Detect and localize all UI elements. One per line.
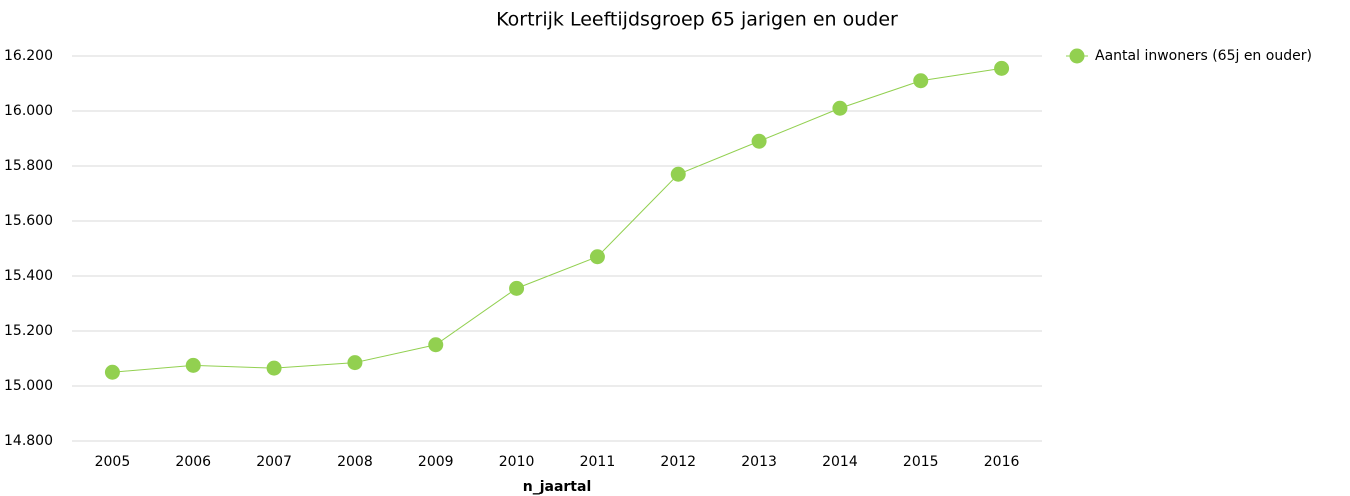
y-tick-label: 15.200 bbox=[4, 323, 53, 339]
data-point bbox=[589, 249, 605, 265]
data-point bbox=[913, 73, 929, 89]
legend-label: Aantal inwoners (65j en ouder) bbox=[1095, 48, 1312, 64]
data-point bbox=[266, 360, 282, 376]
x-tick-label: 2016 bbox=[984, 454, 1020, 470]
data-point bbox=[751, 133, 767, 149]
y-tick-label: 15.600 bbox=[4, 213, 53, 229]
x-tick-label: 2009 bbox=[418, 454, 454, 470]
x-tick-label: 2008 bbox=[337, 454, 373, 470]
y-tick-label: 15.000 bbox=[4, 378, 53, 394]
x-tick-label: 2005 bbox=[95, 454, 131, 470]
x-tick-label: 2012 bbox=[660, 454, 696, 470]
y-tick-label: 15.400 bbox=[4, 268, 53, 284]
legend-marker bbox=[1069, 48, 1085, 64]
x-tick-label: 2013 bbox=[741, 454, 777, 470]
x-axis-label: n_jaartal bbox=[523, 479, 592, 495]
data-point bbox=[185, 357, 201, 373]
data-point bbox=[509, 280, 525, 296]
x-tick-label: 2010 bbox=[499, 454, 535, 470]
data-point bbox=[347, 355, 363, 371]
y-tick-label: 16.000 bbox=[4, 103, 53, 119]
data-point bbox=[832, 100, 848, 116]
x-tick-label: 2014 bbox=[822, 454, 858, 470]
data-point bbox=[104, 364, 120, 380]
x-tick-label: 2011 bbox=[580, 454, 616, 470]
data-point bbox=[428, 337, 444, 353]
y-tick-label: 14.800 bbox=[4, 433, 53, 449]
data-point bbox=[994, 60, 1010, 76]
x-tick-label: 2015 bbox=[903, 454, 939, 470]
data-point bbox=[670, 166, 686, 182]
y-tick-label: 15.800 bbox=[4, 158, 53, 174]
y-tick-label: 16.200 bbox=[4, 48, 53, 64]
series-line bbox=[112, 67, 1002, 373]
chart-title: Kortrijk Leeftijdsgroep 65 jarigen en ou… bbox=[496, 9, 898, 31]
x-tick-label: 2007 bbox=[256, 454, 292, 470]
x-tick-label: 2006 bbox=[175, 454, 211, 470]
